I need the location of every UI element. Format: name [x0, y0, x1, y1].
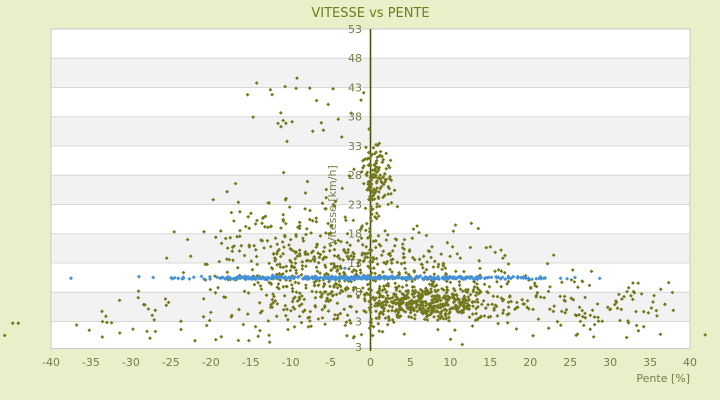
y-tick-label: 18 [348, 228, 362, 241]
x-tick-label: -30 [122, 356, 140, 369]
x-tick-label: 0 [367, 356, 374, 369]
x-tick-label: -25 [162, 356, 180, 369]
x-tick-label: 25 [563, 356, 577, 369]
y-tick-label: 38 [348, 111, 362, 124]
x-tick-label: 40 [683, 356, 697, 369]
x-tick-label: -5 [325, 356, 336, 369]
y-tick-label: 28 [348, 169, 362, 182]
x-tick-label: 15 [483, 356, 497, 369]
x-axis-tick-labels: -40 -35 -30 -25 -20 -15 -10 -5 0 5 10 15 20 25 30 35 40 [42, 356, 697, 369]
x-axis-title: Pente [%] [636, 372, 690, 385]
x-tick-label: -10 [282, 356, 300, 369]
x-tick-label: 30 [603, 356, 617, 369]
x-tick-label: 10 [443, 356, 457, 369]
x-tick-label: 35 [643, 356, 657, 369]
x-tick-label: -35 [82, 356, 100, 369]
y-tick-label: 43 [348, 82, 362, 95]
x-tick-label: 20 [523, 356, 537, 369]
reference-band-data-points [69, 266, 602, 282]
x-tick-label: -40 [42, 356, 60, 369]
y-axis-tick-labels: 53 48 43 38 33 28 23 18 13 8 3 [348, 23, 362, 329]
y-tick-label: 53 [348, 23, 362, 36]
y-tick-label: 3 [355, 316, 362, 329]
x-tick-label: 5 [407, 356, 414, 369]
y-tick-label: 8 [355, 286, 362, 299]
y-tick-label: 23 [348, 199, 362, 212]
x-tick-label: -15 [242, 356, 260, 369]
y-tick-label: 33 [348, 140, 362, 153]
y-tick-label: 13 [348, 257, 362, 270]
chart-title: VITESSE vs PENTE [311, 6, 429, 21]
x-tick-label: -20 [202, 356, 220, 369]
y-tick-label: 48 [348, 52, 362, 65]
y-axis-bottom-label: 3 [355, 341, 362, 354]
